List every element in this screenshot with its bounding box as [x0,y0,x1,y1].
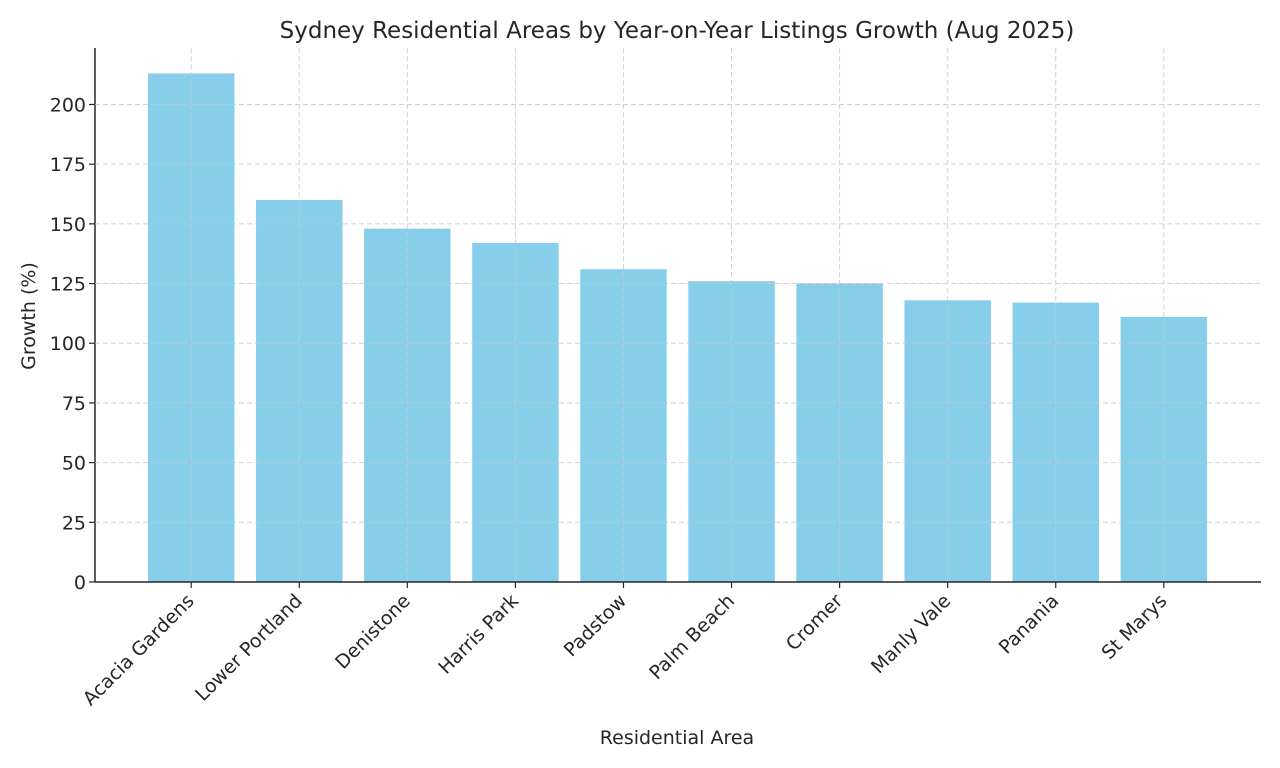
y-tick-label: 75 [62,393,86,415]
bar [256,199,343,582]
x-tick-label: Cromer [782,590,847,655]
x-tick-label: Acacia Gardens [79,590,199,710]
y-tick-label: 0 [74,572,86,594]
x-tick-label: St Marys [1097,590,1171,664]
y-tick-label: 125 [50,274,86,296]
x-tick-label: Denistone [331,590,415,674]
y-tick-label: 50 [62,453,86,475]
chart-title: Sydney Residential Areas by Year-on-Year… [280,18,1075,44]
y-axis-label: Growth (%) [18,262,40,370]
y-axis-ticks: 0 25 50 75 100 125 150 175 200 [50,94,95,594]
x-tick-label: Panania [995,590,1064,659]
x-tick-label: Manly Vale [867,590,955,678]
y-tick-label: 200 [50,94,86,116]
y-tick-label: 175 [50,154,86,176]
x-tick-label: Palm Beach [645,590,739,684]
x-tick-label: Harris Park [434,590,523,679]
x-tick-label: Lower Portland [191,590,307,706]
x-tick-label: Padstow [560,590,631,661]
y-tick-label: 150 [50,214,86,236]
y-tick-label: 25 [62,512,86,534]
y-tick-label: 100 [50,333,86,355]
x-axis-label: Residential Area [600,727,754,749]
grid [95,48,1260,582]
bars [147,73,1208,583]
